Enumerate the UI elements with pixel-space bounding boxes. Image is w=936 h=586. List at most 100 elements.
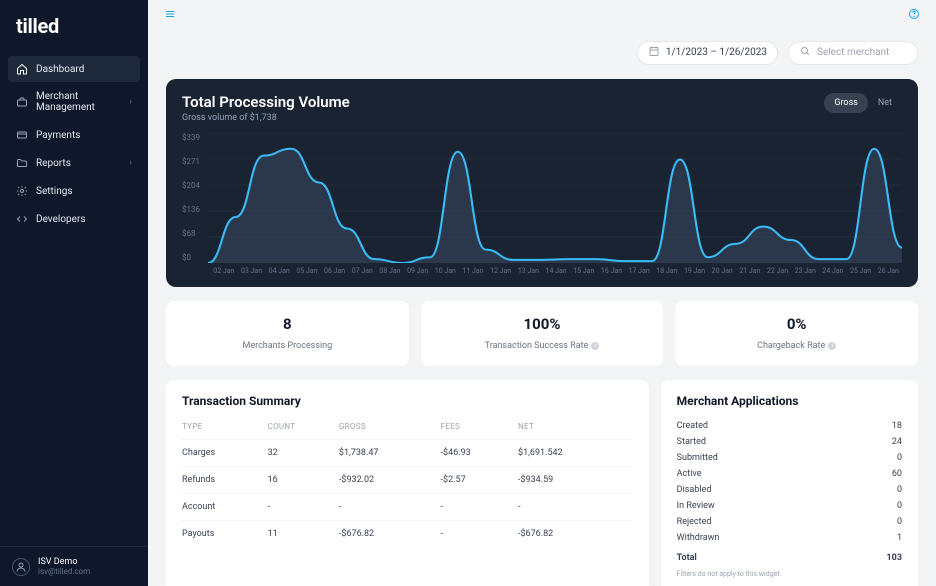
chart-y-axis: $339$271$204$136$68$0 — [182, 133, 208, 263]
stat-label: Chargeback Rate i — [757, 341, 836, 351]
summary-header: GROSS — [339, 418, 441, 440]
sidebar-item-reports[interactable]: Reports› — [8, 150, 140, 176]
table-cell: 16 — [268, 466, 339, 493]
sidebar-item-dashboard[interactable]: Dashboard — [8, 56, 140, 82]
chart-subtitle: Gross volume of $1,738 — [182, 113, 350, 123]
calendar-icon — [648, 45, 660, 60]
chevron-right-icon: › — [129, 158, 132, 168]
table-cell: - — [441, 493, 518, 520]
x-tick: 07 Jan — [348, 267, 376, 275]
apps-total-row: Total103 — [677, 550, 902, 566]
stat-value: 8 — [176, 315, 399, 333]
merchant-placeholder: Select merchant — [817, 47, 889, 58]
table-cell: - — [518, 493, 633, 520]
apps-value: 24 — [892, 437, 902, 447]
apps-label: Rejected — [677, 517, 712, 527]
sidebar-item-merchant-management[interactable]: Merchant Management› — [8, 84, 140, 120]
stat-value: 100% — [431, 315, 654, 333]
apps-row: Started24 — [677, 434, 902, 450]
sidebar-item-label: Developers — [36, 214, 86, 225]
x-tick: 17 Jan — [625, 267, 653, 275]
x-tick: 25 Jan — [847, 267, 875, 275]
date-range-picker[interactable]: 1/1/2023 – 1/26/2023 — [637, 41, 778, 65]
sidebar-item-developers[interactable]: Developers — [8, 206, 140, 232]
apps-row: Active60 — [677, 466, 902, 482]
table-cell: - — [441, 520, 518, 547]
chart-card: Total Processing Volume Gross volume of … — [166, 79, 918, 287]
briefcase-icon — [16, 96, 28, 108]
summary-table: TYPECOUNTGROSSFEESNET Charges32$1,738.47… — [182, 418, 633, 547]
y-tick: $339 — [182, 133, 200, 142]
transaction-summary-card: Transaction Summary TYPECOUNTGROSSFEESNE… — [166, 380, 649, 586]
table-cell: $1,691.542 — [518, 439, 633, 466]
x-tick: 14 Jan — [542, 267, 570, 275]
user-block[interactable]: ISV Demo isv@tilled.com — [0, 546, 148, 586]
apps-value: 18 — [892, 421, 902, 431]
sidebar-item-label: Dashboard — [36, 64, 84, 75]
x-tick: 20 Jan — [708, 267, 736, 275]
stat-value: 0% — [685, 315, 908, 333]
sidebar-item-settings[interactable]: Settings — [8, 178, 140, 204]
apps-label: Created — [677, 421, 708, 431]
code-icon — [16, 213, 28, 225]
summary-header: COUNT — [268, 418, 339, 440]
table-cell: - — [268, 493, 339, 520]
sidebar-nav: Dashboard Merchant Management›PaymentsRep… — [0, 56, 148, 546]
chart-title: Total Processing Volume — [182, 93, 350, 111]
summary-title: Transaction Summary — [182, 394, 633, 408]
apps-value: 0 — [897, 517, 902, 527]
merchant-select[interactable]: Select merchant — [788, 41, 918, 65]
toggle-gross[interactable]: Gross — [824, 93, 868, 113]
info-icon[interactable]: i — [828, 342, 836, 350]
table-cell: -$932.02 — [339, 466, 441, 493]
merchant-apps-card: Merchant Applications Created18Started24… — [661, 380, 918, 586]
user-name: ISV Demo — [38, 557, 90, 567]
apps-label: Submitted — [677, 453, 718, 463]
topbar — [148, 0, 936, 33]
apps-label: In Review — [677, 501, 715, 511]
x-tick: 23 Jan — [791, 267, 819, 275]
apps-row: Submitted0 — [677, 450, 902, 466]
x-tick: 03 Jan — [238, 267, 266, 275]
table-row: Refunds16-$932.02-$2.57-$934.59 — [182, 466, 633, 493]
x-tick: 04 Jan — [265, 267, 293, 275]
table-cell: -$676.82 — [339, 520, 441, 547]
stat-label: Transaction Success Rate i — [485, 341, 600, 351]
menu-toggle-icon[interactable] — [164, 8, 176, 24]
avatar-icon — [12, 558, 30, 576]
x-tick: 18 Jan — [653, 267, 681, 275]
y-tick: $68 — [182, 229, 200, 238]
x-tick: 12 Jan — [487, 267, 515, 275]
stat-label: Merchants Processing — [242, 341, 332, 351]
x-tick: 21 Jan — [736, 267, 764, 275]
brand-logo: tilled — [0, 0, 148, 56]
stat-card: 8 Merchants Processing — [166, 301, 409, 366]
sidebar-item-label: Settings — [36, 186, 73, 197]
filters-row: 1/1/2023 – 1/26/2023 Select merchant — [166, 41, 918, 65]
help-icon[interactable] — [908, 8, 920, 24]
apps-row: Withdrawn1 — [677, 530, 902, 546]
x-tick: 10 Jan — [432, 267, 460, 275]
date-range-text: 1/1/2023 – 1/26/2023 — [666, 47, 767, 58]
table-row: Payouts11-$676.82--$676.82 — [182, 520, 633, 547]
sidebar-item-payments[interactable]: Payments — [8, 122, 140, 148]
x-tick: 26 Jan — [875, 267, 903, 275]
summary-header: TYPE — [182, 418, 268, 440]
y-tick: $0 — [182, 253, 200, 262]
apps-label: Active — [677, 469, 702, 479]
table-cell: -$934.59 — [518, 466, 633, 493]
apps-row: In Review0 — [677, 498, 902, 514]
toggle-net[interactable]: Net — [868, 93, 902, 113]
x-tick: 22 Jan — [764, 267, 792, 275]
x-tick: 13 Jan — [515, 267, 543, 275]
x-tick: 24 Jan — [819, 267, 847, 275]
stat-row: 8 Merchants Processing 100% Transaction Suc… — [166, 301, 918, 366]
card-icon — [16, 129, 28, 141]
x-tick: 11 Jan — [459, 267, 487, 275]
apps-label: Disabled — [677, 485, 712, 495]
table-cell: -$676.82 — [518, 520, 633, 547]
apps-value: 1 — [897, 533, 902, 543]
info-icon[interactable]: i — [591, 342, 599, 350]
y-tick: $204 — [182, 181, 200, 190]
table-cell: 11 — [268, 520, 339, 547]
